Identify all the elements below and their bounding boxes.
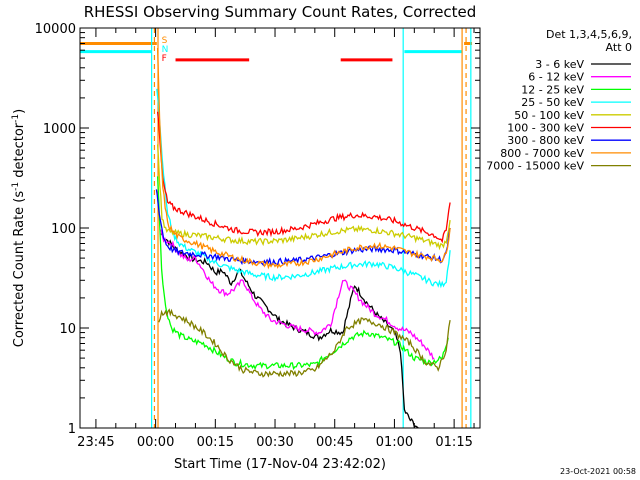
x-tick-label: 01:15 [435, 435, 472, 450]
series-lines [155, 47, 451, 429]
legend-item-label: 300 - 800 keV [507, 134, 584, 147]
legend-header-line2: Att 0 [606, 41, 632, 54]
y-tick-label: 1 [68, 422, 76, 437]
y-axis-label-end: ) [12, 109, 27, 114]
y-axis-label-sup1: -1 [11, 182, 21, 191]
legend-item-label: 50 - 100 keV [514, 109, 584, 122]
series-line [156, 144, 451, 251]
flag-bars [80, 41, 473, 62]
flag-label: S [162, 36, 168, 46]
y-tick-label: 10000 [35, 22, 76, 37]
y-tick-label: 1000 [43, 122, 76, 137]
legend-item-label: 12 - 25 keV [521, 83, 584, 96]
x-axis-ticks: 23:45 00:00 00:15 00:30 00:45 01:00 01:15 [77, 28, 475, 450]
flag-labels: SNF [162, 36, 169, 64]
legend-item-label: 7000 - 15000 keV [486, 160, 584, 173]
x-axis-label: Start Time (17-Nov-04 23:42:02) [174, 457, 386, 472]
y-tick-label: 10 [59, 322, 76, 337]
x-tick-label: 00:00 [137, 435, 174, 450]
y-axis-ticks: 1 10 100 1000 10000 [35, 22, 480, 437]
y-axis-label: Corrected Count Rate (s-1 detector-1) [11, 109, 27, 347]
y-tick-label: 100 [51, 222, 76, 237]
x-tick-label: 00:15 [197, 435, 234, 450]
footer-date: 23-Oct-2021 00:58 [560, 467, 636, 476]
series-line [160, 229, 435, 360]
chart-title: RHESSI Observing Summary Count Rates, Co… [84, 3, 477, 21]
legend-item-label: 25 - 50 keV [521, 96, 584, 109]
x-tick-label: 00:30 [256, 435, 293, 450]
series-line [156, 47, 451, 270]
legend-item-label: 100 - 300 keV [507, 122, 584, 135]
legend-header-line1: Det 1,3,4,5,6,9, [546, 28, 632, 41]
x-tick-label: 23:45 [77, 435, 114, 450]
flag-label: F [162, 54, 167, 64]
y-axis-label-mid: detector [12, 122, 27, 182]
y-axis-label-main: Corrected Count Rate (s [12, 191, 27, 348]
y-axis-label-sup2: -1 [11, 114, 21, 123]
x-tick-label: 00:45 [316, 435, 353, 450]
series-line [156, 111, 451, 244]
legend-item-label: 3 - 6 keV [535, 58, 584, 71]
x-tick-label: 01:00 [376, 435, 413, 450]
series-line [156, 176, 449, 371]
flag-label: N [162, 45, 169, 55]
series-line [158, 308, 451, 378]
legend-item-label: 800 - 7000 keV [500, 147, 584, 160]
legend-item-label: 6 - 12 keV [528, 71, 584, 84]
